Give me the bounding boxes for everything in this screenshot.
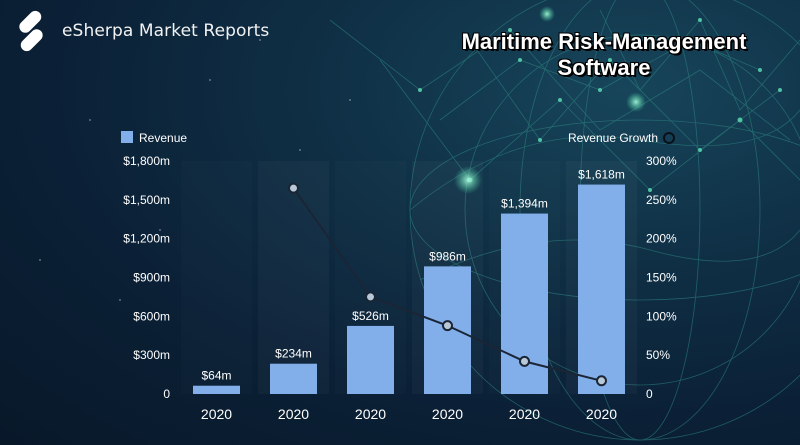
brand-name: eSherpa Market Reports <box>62 21 270 41</box>
legend: Revenue Revenue Growth <box>121 131 675 145</box>
growth-point <box>519 355 530 367</box>
legend-revenue-label: Revenue <box>139 131 187 145</box>
growth-point <box>442 320 453 332</box>
column-band <box>181 161 252 394</box>
revenue-bar <box>193 385 240 394</box>
x-tick-label: 2020 <box>509 406 540 422</box>
column-bands <box>181 161 637 394</box>
left-tick-label: $1,200m <box>123 232 170 246</box>
left-tick-label: $300m <box>133 348 170 362</box>
bar-value-label: $526m <box>352 309 389 323</box>
right-tick-label: 100% <box>646 309 677 323</box>
right-tick-label: 150% <box>646 271 677 285</box>
revenue-bar <box>501 213 548 394</box>
x-tick-label: 2020 <box>586 406 617 422</box>
bar-value-labels: $64m $234m $526m $986m $1,394m $1,618m <box>201 168 624 383</box>
revenue-bar <box>578 184 625 394</box>
left-tick-label: $600m <box>133 309 170 323</box>
x-axis: 2020 2020 2020 2020 2020 2020 <box>201 406 617 422</box>
x-tick-label: 2020 <box>278 406 309 422</box>
brand-logo: eSherpa Market Reports <box>6 6 269 56</box>
left-tick-label: $900m <box>133 271 170 285</box>
left-tick-label: $1,800m <box>123 154 170 168</box>
bar-value-label: $1,618m <box>578 168 625 182</box>
growth-point <box>596 375 607 387</box>
page-title-line1: Maritime Risk-Management <box>461 29 747 54</box>
right-tick-label: 50% <box>646 348 670 362</box>
right-tick-label: 0 <box>646 387 653 401</box>
left-tick-label: $1,500m <box>123 193 170 207</box>
right-tick-label: 200% <box>646 232 677 246</box>
revenue-bars <box>193 184 625 394</box>
bar-value-label: $986m <box>429 249 466 263</box>
legend-revenue-swatch <box>121 131 133 143</box>
x-tick-label: 2020 <box>355 406 386 422</box>
legend-growth-label: Revenue Growth <box>568 131 658 145</box>
revenue-growth-series <box>288 182 607 387</box>
left-axis: 0 $300m $600m $900m $1,200m $1,500m $1,800m <box>123 154 170 401</box>
x-tick-label: 2020 <box>201 406 232 422</box>
right-axis: 0 50% 100% 150% 200% 250% 300% <box>646 154 677 401</box>
legend-growth-marker <box>663 132 675 144</box>
x-tick-label: 2020 <box>432 406 463 422</box>
right-tick-label: 250% <box>646 193 677 207</box>
page-title: Maritime Risk-Management Software <box>404 29 800 81</box>
revenue-bar <box>270 363 317 394</box>
esherpa-logo-icon <box>19 10 43 52</box>
bar-value-label: $64m <box>201 369 231 383</box>
growth-point <box>365 291 376 303</box>
revenue-bar <box>347 325 394 394</box>
right-tick-label: 300% <box>646 154 677 168</box>
bar-value-label: $234m <box>275 347 312 361</box>
bar-value-label: $1,394m <box>501 197 548 211</box>
growth-point <box>288 182 299 194</box>
page-title-line2: Software <box>557 55 651 80</box>
left-tick-label: 0 <box>163 387 170 401</box>
